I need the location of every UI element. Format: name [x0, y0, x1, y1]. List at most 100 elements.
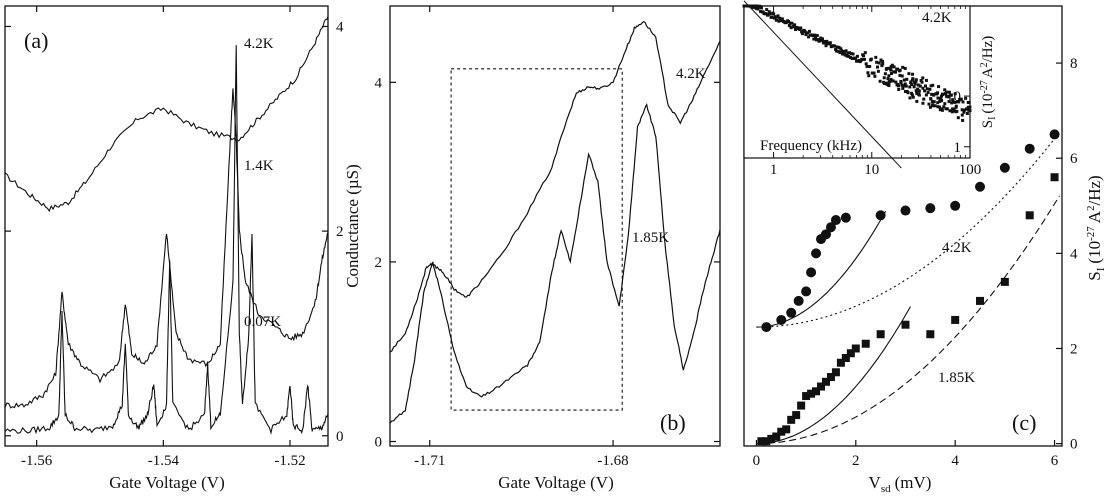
panel-b-frame: [389, 5, 721, 447]
inset-spectrum-point: [945, 94, 949, 98]
inset-spectrum-point: [851, 52, 855, 56]
inset-spectrum-point: [800, 30, 804, 34]
panel-c-series-label-1.85k: 1.85K: [938, 370, 975, 386]
inset-spectrum-point: [874, 55, 878, 59]
inset-spectrum-point: [950, 101, 954, 105]
inset-spectrum-point: [883, 72, 887, 76]
panel-c-inset: 1 10 100 1 10 Frequency (kHz) 4.2K SI (10-27…: [742, 0, 998, 178]
inset-spectrum-point: [892, 70, 896, 74]
panel-a-trace-4.2k: [4, 16, 329, 213]
panel-c-point-4.2k: [925, 203, 936, 214]
panel-c-point-1.85k: [926, 330, 935, 339]
inset-spectrum-point: [930, 100, 934, 104]
inset-spectrum-point: [864, 62, 868, 66]
inset-spectrum-point: [926, 91, 930, 95]
inset-spectrum-point: [948, 109, 952, 113]
inset-spectrum-point: [928, 87, 932, 91]
inset-spectrum-point: [804, 33, 808, 37]
panel-c-xlabel: Vsd (mV): [869, 473, 932, 495]
inset-spectrum-point: [892, 65, 896, 69]
inset-spectrum-point: [947, 100, 951, 104]
inset-spectrum-point: [956, 116, 960, 120]
inset-spectrum-point: [848, 56, 852, 60]
inset-spectrum-point: [823, 41, 827, 45]
inset-spectrum-point: [834, 47, 838, 51]
inset-ylabel-unit: A: [980, 67, 996, 78]
panel-c-point-1.85k: [836, 358, 845, 367]
inset-spectrum-point: [855, 54, 859, 58]
inset-spectrum-point: [753, 5, 757, 9]
inset-spectrum-point: [814, 36, 818, 40]
inset-spectrum-point: [957, 100, 961, 104]
panel-a: -1.56 -1.54 -1.52 0 2 4 (a) Gate Voltage (V)…: [4, 5, 344, 492]
inset-spectrum-point: [961, 118, 965, 122]
inset-spectrum-point: [916, 83, 920, 87]
inset-spectrum-point: [915, 99, 919, 103]
inset-spectrum-point: [835, 45, 839, 49]
inset-spectrum-point: [903, 82, 907, 86]
inset-spectrum-point: [800, 32, 804, 36]
panel-b-xlabel: Gate Voltage (V): [498, 473, 614, 492]
panel-c-point-4.2k: [801, 286, 812, 297]
panel-c-point-1.85k: [757, 437, 766, 446]
inset-spectrum-point: [855, 59, 859, 63]
inset-spectrum-point: [868, 65, 872, 69]
panel-c-point-1.85k: [772, 432, 781, 441]
inset-spectrum-point: [963, 108, 967, 112]
panel-b-y-tick-label: 0: [375, 435, 383, 451]
panel-c-ylabel-base: (10: [1085, 241, 1104, 264]
inset-ylabel-exp: -27: [979, 80, 990, 93]
panel-a-series-label-4.2k: 4.2K: [244, 36, 274, 52]
panel-c-ylabel-sub: I: [1095, 267, 1107, 271]
inset-spectrum-point: [951, 100, 955, 104]
inset-spectrum-point: [845, 54, 849, 58]
inset-spectrum-point: [908, 96, 912, 100]
panel-c-fit-4.2k-solid: [756, 211, 887, 328]
panel-b-x-tick-label: -1.71: [414, 453, 445, 469]
inset-spectrum-point: [846, 51, 850, 55]
panel-c-x-tick-label: 2: [852, 453, 860, 469]
inset-spectrum-point: [898, 68, 902, 72]
panel-b-trace-4.2k: [389, 21, 721, 353]
panel-c-point-1.85k: [807, 389, 816, 398]
inset-spectrum-point: [959, 97, 963, 101]
inset-spectrum-point: [940, 99, 944, 103]
inset-spectrum-point: [761, 10, 765, 14]
panel-c-series-label-4.2k: 4.2K: [942, 240, 972, 256]
inset-spectrum-point: [882, 76, 886, 80]
inset-spectrum-point: [765, 8, 769, 12]
inset-frame: [743, 5, 971, 159]
inset-ylabel: SI (10-27 A2/Hz): [979, 36, 998, 129]
panel-c-xlabel-unit: (mV): [895, 473, 932, 492]
inset-spectrum-point: [937, 105, 941, 109]
inset-spectrum-point: [844, 49, 848, 53]
inset-spectrum-point: [925, 87, 929, 91]
inset-spectrum-point: [936, 91, 940, 95]
inset-spectrum-point: [932, 100, 936, 104]
panel-c-point-4.2k: [840, 212, 851, 223]
inset-spectrum-point: [901, 86, 905, 90]
inset-spectrum-point: [837, 45, 841, 49]
inset-spectrum-point: [917, 89, 921, 93]
inset-spectrum-point: [863, 51, 867, 55]
inset-spectrum-point: [930, 92, 934, 96]
panel-a-frame: [4, 5, 329, 447]
inset-spectrum-point: [960, 113, 964, 117]
inset-spectrum-point: [875, 60, 879, 64]
panel-c-point-1.85k: [901, 320, 910, 329]
panel-c-point-1.85k: [1050, 173, 1059, 182]
inset-spectrum-point: [798, 28, 802, 32]
inset-spectrum-point: [927, 102, 931, 106]
inset-spectrum-point: [953, 92, 957, 96]
inset-spectrum-point: [886, 77, 890, 81]
panel-c-ylabel-s: S: [1085, 271, 1104, 280]
inset-ylabel-exp2: 2: [979, 62, 990, 67]
panel-c-point-1.85k: [841, 354, 850, 362]
inset-spectrum-point: [849, 52, 853, 56]
panel-a-series-label-0.07k: 0.07K: [244, 314, 281, 330]
panel-b-trace-1.85k: [389, 103, 721, 424]
inset-spectrum-point: [967, 108, 971, 112]
panel-c-point-4.2k: [793, 295, 804, 306]
inset-spectrum-point: [825, 39, 829, 43]
